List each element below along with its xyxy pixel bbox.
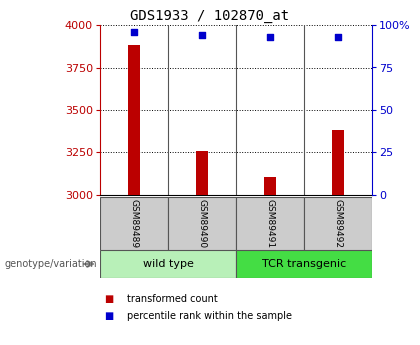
Bar [236, 197, 304, 250]
Bar [236, 250, 372, 278]
Text: GDS1933 / 102870_at: GDS1933 / 102870_at [131, 9, 289, 23]
Bar [100, 197, 168, 250]
Text: genotype/variation: genotype/variation [4, 259, 97, 269]
Bar [304, 197, 372, 250]
Text: GSM89490: GSM89490 [197, 199, 207, 248]
Bar [128, 46, 140, 195]
Point [131, 29, 137, 34]
Bar [100, 250, 236, 278]
Text: TCR transgenic: TCR transgenic [262, 259, 346, 269]
Bar [332, 130, 344, 195]
Text: GSM89489: GSM89489 [129, 199, 139, 248]
Text: ■: ■ [104, 294, 113, 304]
Point [267, 34, 273, 40]
Text: percentile rank within the sample: percentile rank within the sample [127, 311, 292, 321]
Point [199, 32, 205, 38]
Text: wild type: wild type [142, 259, 194, 269]
Text: GSM89492: GSM89492 [333, 199, 342, 248]
Bar [264, 177, 276, 195]
Point [335, 34, 341, 40]
Text: ■: ■ [104, 311, 113, 321]
Text: transformed count: transformed count [127, 294, 218, 304]
Bar [196, 151, 208, 195]
Bar [168, 197, 236, 250]
Text: GSM89491: GSM89491 [265, 199, 275, 248]
